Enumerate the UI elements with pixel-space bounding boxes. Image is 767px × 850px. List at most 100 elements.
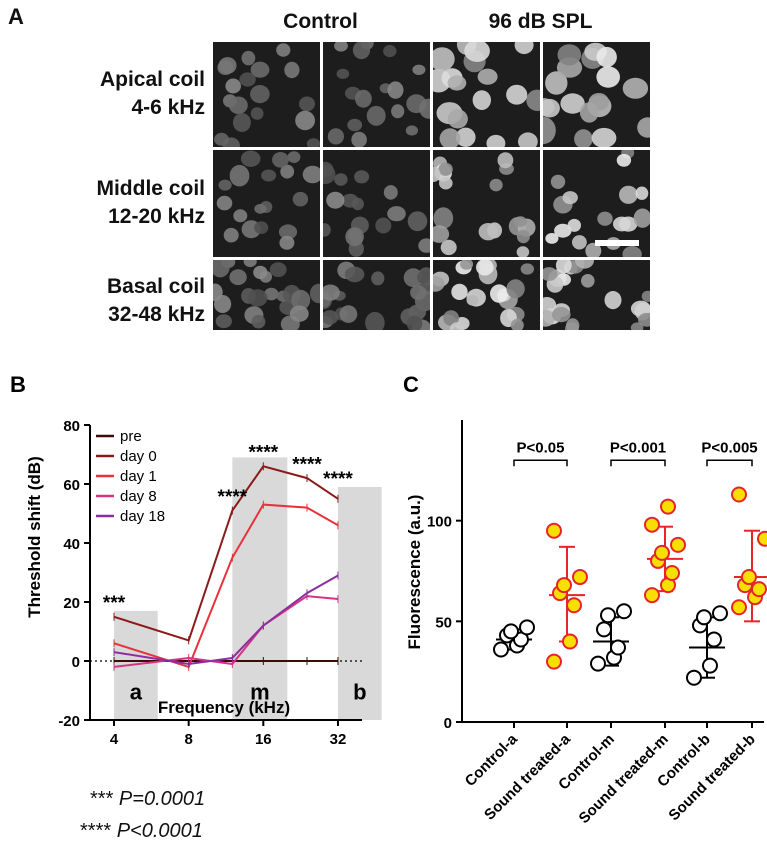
data-point-Sound-treated-b — [741, 569, 757, 586]
cell-nucleus — [407, 211, 428, 232]
c-y-tick-label: 50 — [435, 614, 452, 631]
b-x-tick-label: 32 — [330, 731, 347, 748]
cell-nucleus — [596, 66, 620, 88]
cell-nucleus — [229, 269, 247, 286]
cell-nucleus — [269, 262, 287, 277]
cell-nucleus — [638, 312, 650, 327]
significance-marker: *** — [103, 593, 126, 614]
cell-nucleus — [279, 235, 295, 250]
cell-nucleus — [247, 289, 268, 307]
cell-nucleus — [460, 260, 474, 270]
cell-nucleus — [604, 291, 622, 310]
b-y-tick-label: 0 — [72, 654, 80, 671]
data-point-Sound-treated-m — [670, 536, 686, 553]
cell-nucleus — [476, 260, 494, 276]
cell-nucleus — [339, 305, 358, 323]
cell-nucleus — [597, 211, 613, 226]
cell-nucleus — [323, 284, 340, 301]
cell-nucleus — [213, 260, 230, 278]
comparison-pvalue: P<0.05 — [517, 439, 565, 456]
cell-nucleus — [633, 208, 650, 228]
data-point-Sound-treated-m — [660, 498, 676, 515]
cell-nucleus — [440, 239, 457, 256]
cell-nucleus — [510, 318, 524, 330]
cell-nucleus — [622, 77, 649, 99]
micrograph-tile — [213, 260, 320, 330]
row-label-apical-line1: Apical coil — [99, 68, 205, 91]
cell-nucleus — [506, 279, 525, 299]
panel-c-letter: C — [403, 372, 419, 397]
cell-nucleus — [352, 42, 371, 60]
micrograph-tile — [433, 260, 540, 330]
data-point-Sound-treated-a — [556, 577, 572, 594]
cell-nucleus — [344, 266, 365, 283]
cell-nucleus — [323, 310, 339, 325]
cell-nucleus — [552, 307, 571, 323]
significance-marker: **** — [218, 487, 248, 508]
column-header-control: Control — [283, 10, 358, 33]
cell-nucleus — [334, 42, 348, 52]
b-x-tick-label: 4 — [110, 731, 119, 748]
row-label-basal: Basal coil 32-48 kHz — [5, 273, 205, 329]
cell-nucleus — [545, 233, 559, 244]
legend-label: day 18 — [120, 508, 165, 525]
series-line-day-18 — [113, 574, 339, 666]
cell-nucleus — [635, 186, 649, 200]
cell-nucleus — [613, 216, 631, 232]
cell-nucleus — [451, 283, 468, 300]
cell-nucleus — [272, 152, 289, 168]
cell-nucleus — [545, 71, 568, 95]
cell-nucleus — [417, 271, 430, 284]
cell-nucleus — [641, 290, 650, 302]
cell-nucleus — [506, 84, 528, 105]
cell-nucleus — [250, 107, 264, 120]
cell-nucleus — [292, 191, 309, 207]
cell-nucleus — [261, 169, 277, 182]
footnote-1-pvalue: P=0.0001 — [118, 788, 206, 810]
cell-nucleus — [345, 227, 364, 247]
cell-nucleus — [280, 164, 295, 179]
row-label-apical: Apical coil 4-6 kHz — [5, 66, 205, 122]
cell-nucleus — [223, 227, 239, 243]
comparison-bracket — [610, 459, 666, 467]
cell-nucleus — [412, 64, 426, 75]
data-point-Sound-treated-m — [644, 587, 660, 604]
cell-nucleus — [254, 221, 269, 234]
cell-nucleus — [309, 283, 320, 304]
cell-nucleus — [302, 165, 320, 184]
footnote-2: **** P<0.0001 — [80, 820, 203, 843]
cell-nucleus — [365, 311, 385, 330]
cell-nucleus — [284, 61, 300, 79]
cell-nucleus — [575, 260, 594, 269]
micrograph-tile — [213, 150, 320, 257]
shaded-region-b — [337, 486, 382, 720]
cell-nucleus — [403, 268, 423, 288]
cell-nucleus — [585, 242, 602, 257]
cell-nucleus — [566, 318, 580, 330]
data-point-Control-b — [702, 657, 718, 674]
data-point-Control-m — [590, 655, 606, 672]
row-label-middle-line1: Middle coil — [96, 177, 205, 200]
cell-nucleus — [354, 170, 370, 184]
panel-c-y-axis-label: Fluorescence (a.u.) — [405, 495, 424, 650]
cell-nucleus — [291, 289, 311, 311]
data-point-Control-b — [712, 605, 728, 622]
cell-nucleus — [478, 223, 498, 241]
comparison-pvalue: P<0.001 — [610, 439, 666, 456]
row-label-middle: Middle coil 12-20 kHz — [5, 175, 205, 231]
column-header-96db: 96 dB SPL — [488, 10, 593, 33]
data-point-Sound-treated-m — [654, 544, 670, 561]
cell-nucleus — [225, 78, 241, 94]
cell-nucleus — [213, 283, 223, 301]
significance-marker: **** — [323, 469, 353, 490]
cell-nucleus — [251, 314, 266, 329]
region-label-a: a — [130, 679, 143, 704]
data-point-Control-m — [596, 621, 612, 638]
cell-nucleus — [464, 42, 490, 62]
cell-nucleus — [489, 178, 503, 192]
cell-nucleus — [387, 81, 404, 99]
cell-nucleus — [526, 89, 540, 111]
region-label-m: m — [250, 679, 270, 704]
